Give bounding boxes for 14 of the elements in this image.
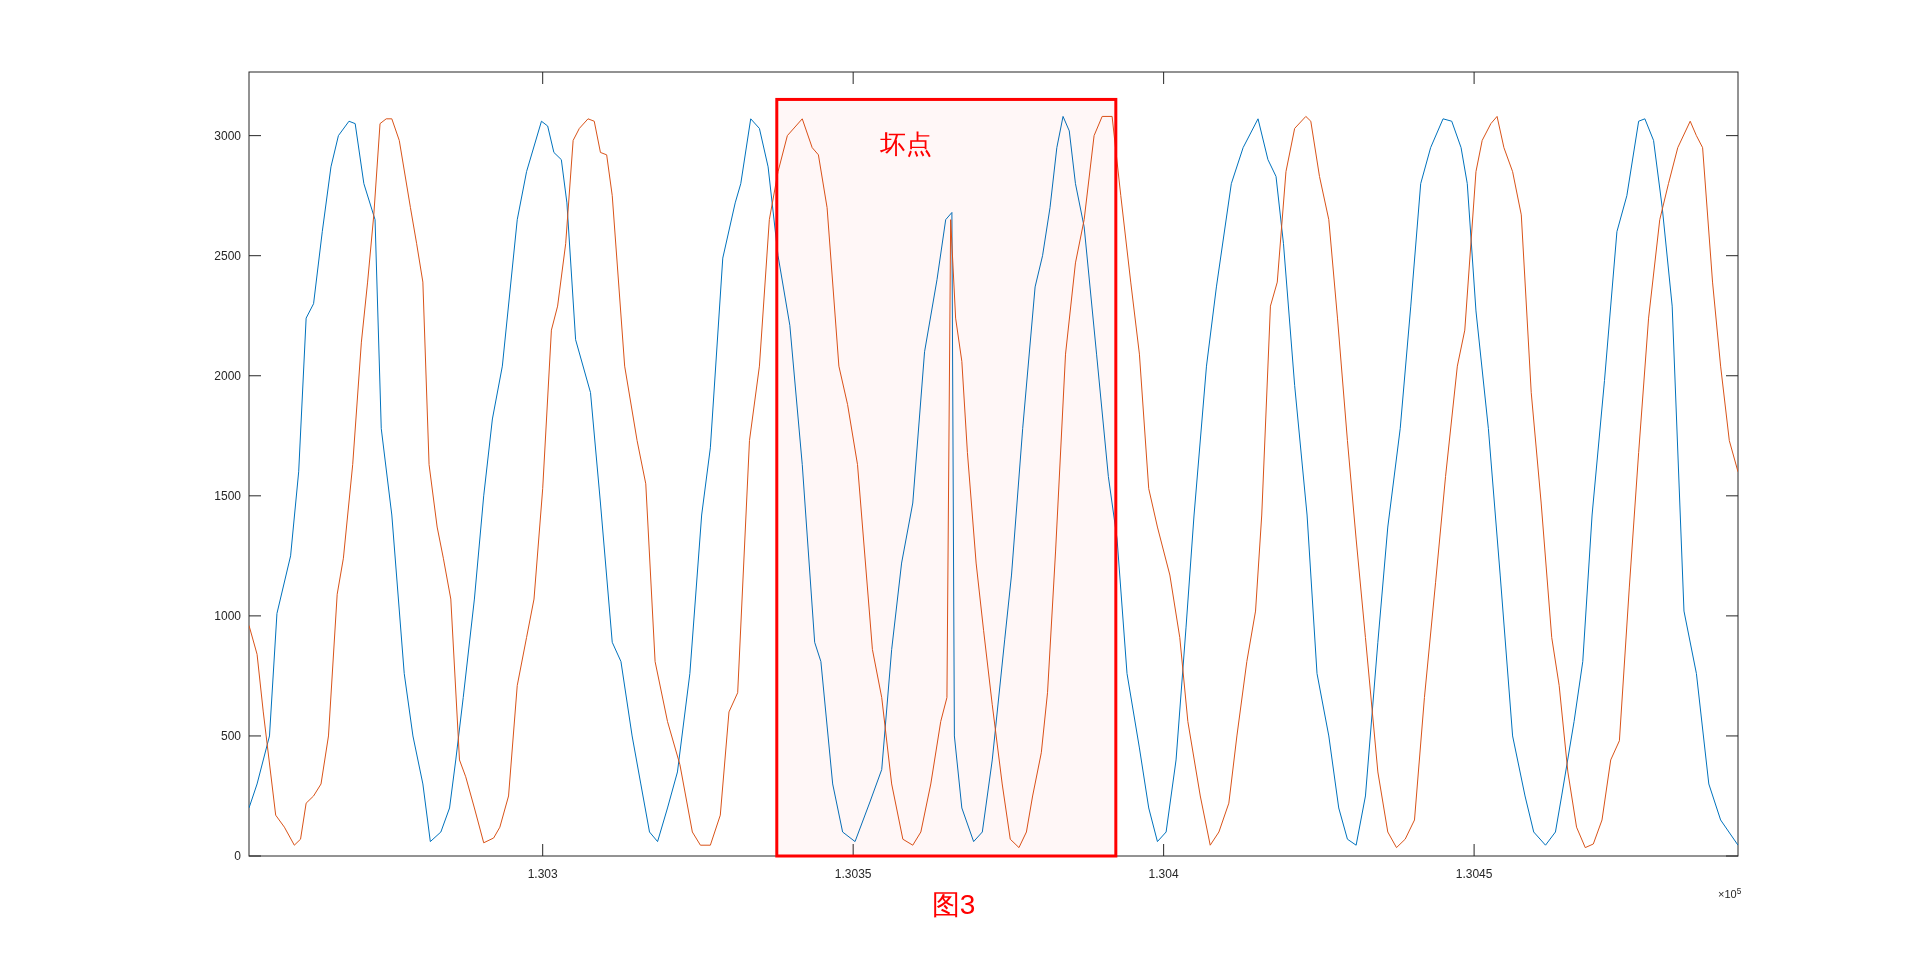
text: ×10$^{5}$ — [1718, 886, 1742, 900]
y-tick-label: 1500 — [214, 488, 242, 503]
band-label: 坏点 — [878, 129, 932, 160]
x-tick-label: 1.303 — [527, 867, 559, 881]
caption: 图3 — [931, 889, 976, 920]
y-tick-label: 2500 — [214, 248, 242, 263]
x-tick-label: 1.3045 — [1455, 867, 1493, 881]
y-tick-label: 500 — [220, 728, 242, 743]
x-tick-label: 1.3035 — [834, 867, 872, 881]
y-tick-label: 2000 — [214, 368, 242, 383]
y-tick-label: 3000 — [214, 128, 242, 143]
y-tick-label: 1000 — [214, 608, 242, 623]
x-tick-label: 1.304 — [1148, 867, 1179, 881]
y-tick-label: 0 — [234, 849, 242, 863]
